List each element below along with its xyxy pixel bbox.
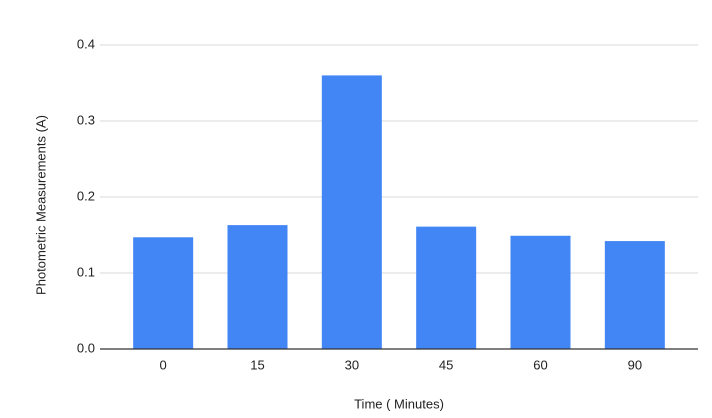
x-tick-label: 45 xyxy=(439,357,453,372)
y-tick-label: 0.2 xyxy=(77,188,95,203)
bar xyxy=(321,75,382,350)
bar xyxy=(133,237,194,349)
x-axis-title: Time ( Minutes) xyxy=(354,396,444,411)
bar xyxy=(604,241,665,349)
y-axis-title: Photometric Measurements (A) xyxy=(33,115,48,295)
y-tick-label: 0.1 xyxy=(77,264,95,279)
x-tick-label: 30 xyxy=(345,357,359,372)
bar xyxy=(227,225,288,349)
x-tick-label: 60 xyxy=(533,357,547,372)
y-tick-label: 0.4 xyxy=(77,36,95,51)
x-tick-label: 0 xyxy=(160,357,167,372)
x-tick-label: 90 xyxy=(628,357,642,372)
y-tick-label: 0.0 xyxy=(77,340,95,355)
y-tick-label: 0.3 xyxy=(77,112,95,127)
bar xyxy=(510,235,571,349)
x-tick-label: 15 xyxy=(250,357,264,372)
bar xyxy=(416,226,477,349)
